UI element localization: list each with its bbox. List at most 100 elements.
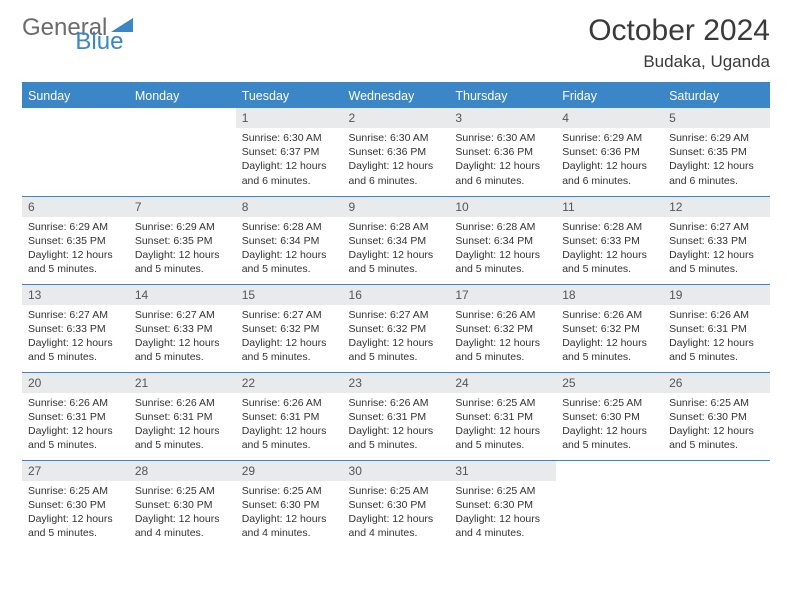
day-details: Sunrise: 6:26 AMSunset: 6:31 PMDaylight:…	[22, 393, 129, 458]
day-d2: and 5 minutes.	[562, 438, 657, 452]
day-number: 19	[663, 285, 770, 305]
calendar-cell: 18Sunrise: 6:26 AMSunset: 6:32 PMDayligh…	[556, 284, 663, 372]
weekday-header-row: Sunday Monday Tuesday Wednesday Thursday…	[22, 83, 770, 108]
day-d2: and 5 minutes.	[28, 438, 123, 452]
calendar-week-row: 6Sunrise: 6:29 AMSunset: 6:35 PMDaylight…	[22, 196, 770, 284]
weekday-header: Thursday	[449, 83, 556, 108]
calendar-cell: 5Sunrise: 6:29 AMSunset: 6:35 PMDaylight…	[663, 108, 770, 196]
day-ss: Sunset: 6:35 PM	[28, 234, 123, 248]
day-d1: Daylight: 12 hours	[455, 512, 550, 526]
calendar-week-row: 27Sunrise: 6:25 AMSunset: 6:30 PMDayligh…	[22, 460, 770, 548]
calendar-cell: 8Sunrise: 6:28 AMSunset: 6:34 PMDaylight…	[236, 196, 343, 284]
day-sr: Sunrise: 6:26 AM	[135, 396, 230, 410]
day-number: 8	[236, 197, 343, 217]
day-details: Sunrise: 6:30 AMSunset: 6:36 PMDaylight:…	[343, 128, 450, 193]
day-sr: Sunrise: 6:26 AM	[242, 396, 337, 410]
day-ss: Sunset: 6:30 PM	[135, 498, 230, 512]
day-d2: and 6 minutes.	[242, 174, 337, 188]
day-d2: and 5 minutes.	[135, 262, 230, 276]
day-number: 30	[343, 461, 450, 481]
day-details: Sunrise: 6:27 AMSunset: 6:33 PMDaylight:…	[129, 305, 236, 370]
day-d1: Daylight: 12 hours	[242, 424, 337, 438]
calendar-cell: 15Sunrise: 6:27 AMSunset: 6:32 PMDayligh…	[236, 284, 343, 372]
day-d2: and 5 minutes.	[28, 262, 123, 276]
day-sr: Sunrise: 6:29 AM	[28, 220, 123, 234]
day-sr: Sunrise: 6:30 AM	[455, 131, 550, 145]
day-d1: Daylight: 12 hours	[669, 336, 764, 350]
day-sr: Sunrise: 6:27 AM	[349, 308, 444, 322]
header: General Blue October 2024 Budaka, Uganda	[22, 14, 770, 72]
day-sr: Sunrise: 6:28 AM	[562, 220, 657, 234]
day-number: 11	[556, 197, 663, 217]
day-d1: Daylight: 12 hours	[242, 248, 337, 262]
day-d2: and 6 minutes.	[349, 174, 444, 188]
day-d1: Daylight: 12 hours	[349, 512, 444, 526]
calendar-cell	[129, 108, 236, 196]
day-number: 17	[449, 285, 556, 305]
day-sr: Sunrise: 6:28 AM	[349, 220, 444, 234]
calendar-cell: 10Sunrise: 6:28 AMSunset: 6:34 PMDayligh…	[449, 196, 556, 284]
day-ss: Sunset: 6:32 PM	[242, 322, 337, 336]
day-details: Sunrise: 6:27 AMSunset: 6:33 PMDaylight:…	[22, 305, 129, 370]
day-ss: Sunset: 6:36 PM	[455, 145, 550, 159]
day-d2: and 6 minutes.	[455, 174, 550, 188]
day-number: 24	[449, 373, 556, 393]
calendar-week-row: 1Sunrise: 6:30 AMSunset: 6:37 PMDaylight…	[22, 108, 770, 196]
day-d1: Daylight: 12 hours	[28, 336, 123, 350]
day-d1: Daylight: 12 hours	[349, 424, 444, 438]
day-d1: Daylight: 12 hours	[135, 512, 230, 526]
calendar-table: Sunday Monday Tuesday Wednesday Thursday…	[22, 82, 770, 548]
day-d1: Daylight: 12 hours	[349, 336, 444, 350]
calendar-cell: 31Sunrise: 6:25 AMSunset: 6:30 PMDayligh…	[449, 460, 556, 548]
day-d1: Daylight: 12 hours	[669, 424, 764, 438]
day-ss: Sunset: 6:30 PM	[28, 498, 123, 512]
day-sr: Sunrise: 6:29 AM	[669, 131, 764, 145]
day-d2: and 4 minutes.	[135, 526, 230, 540]
calendar-cell: 4Sunrise: 6:29 AMSunset: 6:36 PMDaylight…	[556, 108, 663, 196]
calendar-cell: 25Sunrise: 6:25 AMSunset: 6:30 PMDayligh…	[556, 372, 663, 460]
day-d2: and 5 minutes.	[28, 350, 123, 364]
day-ss: Sunset: 6:30 PM	[669, 410, 764, 424]
calendar-cell: 22Sunrise: 6:26 AMSunset: 6:31 PMDayligh…	[236, 372, 343, 460]
day-number: 14	[129, 285, 236, 305]
day-d1: Daylight: 12 hours	[562, 424, 657, 438]
day-number: 20	[22, 373, 129, 393]
day-ss: Sunset: 6:30 PM	[349, 498, 444, 512]
day-d2: and 4 minutes.	[455, 526, 550, 540]
calendar-cell	[663, 460, 770, 548]
weekday-header: Monday	[129, 83, 236, 108]
day-ss: Sunset: 6:34 PM	[349, 234, 444, 248]
day-number: 16	[343, 285, 450, 305]
day-number: 1	[236, 108, 343, 128]
day-details: Sunrise: 6:29 AMSunset: 6:35 PMDaylight:…	[129, 217, 236, 282]
day-number: 5	[663, 108, 770, 128]
day-ss: Sunset: 6:30 PM	[455, 498, 550, 512]
day-sr: Sunrise: 6:30 AM	[242, 131, 337, 145]
day-sr: Sunrise: 6:26 AM	[562, 308, 657, 322]
calendar-week-row: 13Sunrise: 6:27 AMSunset: 6:33 PMDayligh…	[22, 284, 770, 372]
day-ss: Sunset: 6:35 PM	[135, 234, 230, 248]
day-d2: and 5 minutes.	[562, 262, 657, 276]
day-sr: Sunrise: 6:26 AM	[28, 396, 123, 410]
day-details: Sunrise: 6:26 AMSunset: 6:32 PMDaylight:…	[449, 305, 556, 370]
calendar-cell	[22, 108, 129, 196]
weekday-header: Saturday	[663, 83, 770, 108]
day-d1: Daylight: 12 hours	[242, 336, 337, 350]
day-ss: Sunset: 6:31 PM	[28, 410, 123, 424]
day-sr: Sunrise: 6:26 AM	[669, 308, 764, 322]
calendar-cell: 24Sunrise: 6:25 AMSunset: 6:31 PMDayligh…	[449, 372, 556, 460]
day-ss: Sunset: 6:31 PM	[669, 322, 764, 336]
day-d1: Daylight: 12 hours	[455, 159, 550, 173]
day-sr: Sunrise: 6:30 AM	[349, 131, 444, 145]
calendar-cell: 11Sunrise: 6:28 AMSunset: 6:33 PMDayligh…	[556, 196, 663, 284]
day-number: 2	[343, 108, 450, 128]
day-d1: Daylight: 12 hours	[242, 512, 337, 526]
calendar-cell: 29Sunrise: 6:25 AMSunset: 6:30 PMDayligh…	[236, 460, 343, 548]
day-d1: Daylight: 12 hours	[669, 159, 764, 173]
day-d1: Daylight: 12 hours	[349, 159, 444, 173]
day-ss: Sunset: 6:30 PM	[562, 410, 657, 424]
day-details: Sunrise: 6:25 AMSunset: 6:30 PMDaylight:…	[22, 481, 129, 546]
day-d2: and 5 minutes.	[349, 262, 444, 276]
day-details: Sunrise: 6:25 AMSunset: 6:30 PMDaylight:…	[449, 481, 556, 546]
day-ss: Sunset: 6:32 PM	[455, 322, 550, 336]
